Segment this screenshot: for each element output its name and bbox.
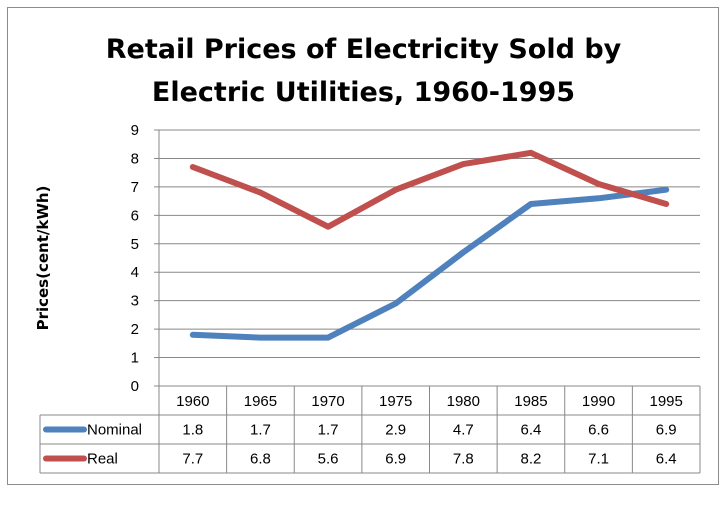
data-point-nominal xyxy=(528,201,534,207)
data-point-nominal xyxy=(325,335,331,341)
x-tick-label: 1975 xyxy=(379,393,412,410)
y-tick-label: 5 xyxy=(131,236,139,253)
data-point-real xyxy=(460,161,466,167)
y-tick-label: 0 xyxy=(131,378,139,395)
data-point-real xyxy=(257,190,263,196)
table-value: 2.9 xyxy=(385,422,406,439)
table-value: 4.7 xyxy=(453,422,474,439)
data-point-nominal xyxy=(190,332,196,338)
table-value: 6.4 xyxy=(521,422,542,439)
data-point-real xyxy=(325,224,331,230)
chart-title: Retail Prices of Electricity Sold by Ele… xyxy=(0,28,727,114)
table-value: 6.8 xyxy=(250,451,271,468)
data-table: 1960 1965 1970 1975 1980 1985 1990 1995 Nominal 1… xyxy=(39,385,701,474)
y-tick-label: 9 xyxy=(131,122,139,139)
table-value: 8.2 xyxy=(521,451,542,468)
y-tick-label: 1 xyxy=(131,350,139,367)
x-tick-label: 1960 xyxy=(176,393,209,410)
table-value: 1.7 xyxy=(250,422,271,439)
data-point-real xyxy=(528,150,534,156)
y-tick-label: 2 xyxy=(131,321,139,338)
y-tick-label: 7 xyxy=(131,179,139,196)
legend-label: Real xyxy=(87,451,118,468)
data-point-real xyxy=(190,164,196,170)
y-axis-ticks: 0 1 2 3 4 5 6 7 8 9 xyxy=(131,122,160,395)
legend-label: Nominal xyxy=(87,422,142,439)
series-line-nominal xyxy=(189,186,670,341)
data-point-nominal xyxy=(460,249,466,255)
table-value: 1.8 xyxy=(182,422,203,439)
table-value: 7.1 xyxy=(588,451,609,468)
y-axis-label: Prices(cent/kWh) xyxy=(34,186,52,331)
table-value: 6.6 xyxy=(588,422,609,439)
table-value: 7.8 xyxy=(453,451,474,468)
chart-title-line-1: Retail Prices of Electricity Sold by xyxy=(105,34,622,65)
data-point-real xyxy=(596,181,602,187)
series-line-real xyxy=(189,149,670,230)
x-tick-label: 1970 xyxy=(311,393,344,410)
x-tick-label: 1965 xyxy=(244,393,277,410)
chart-title-line-2: Electric Utilities, 1960-1995 xyxy=(151,77,576,108)
y-tick-label: 3 xyxy=(131,293,139,310)
data-point-nominal xyxy=(663,187,669,193)
x-tick-label: 1985 xyxy=(514,393,547,410)
data-point-nominal xyxy=(257,335,263,341)
y-tick-label: 8 xyxy=(131,150,139,167)
data-point-real xyxy=(663,201,669,207)
data-point-nominal xyxy=(596,195,602,201)
table-value: 7.7 xyxy=(182,451,203,468)
y-tick-label: 6 xyxy=(131,207,139,224)
table-value: 6.9 xyxy=(656,422,677,439)
data-point-real xyxy=(393,187,399,193)
y-tick-label: 4 xyxy=(131,264,139,281)
x-tick-label: 1990 xyxy=(582,393,615,410)
data-point-nominal xyxy=(393,301,399,307)
gridlines xyxy=(159,129,700,359)
table-value: 1.7 xyxy=(318,422,339,439)
x-tick-label: 1980 xyxy=(447,393,480,410)
series-lines xyxy=(189,149,670,341)
table-value: 6.4 xyxy=(656,451,677,468)
table-value: 5.6 xyxy=(318,451,339,468)
x-tick-label: 1995 xyxy=(650,393,683,410)
table-value: 6.9 xyxy=(385,451,406,468)
chart-frame xyxy=(7,7,719,485)
